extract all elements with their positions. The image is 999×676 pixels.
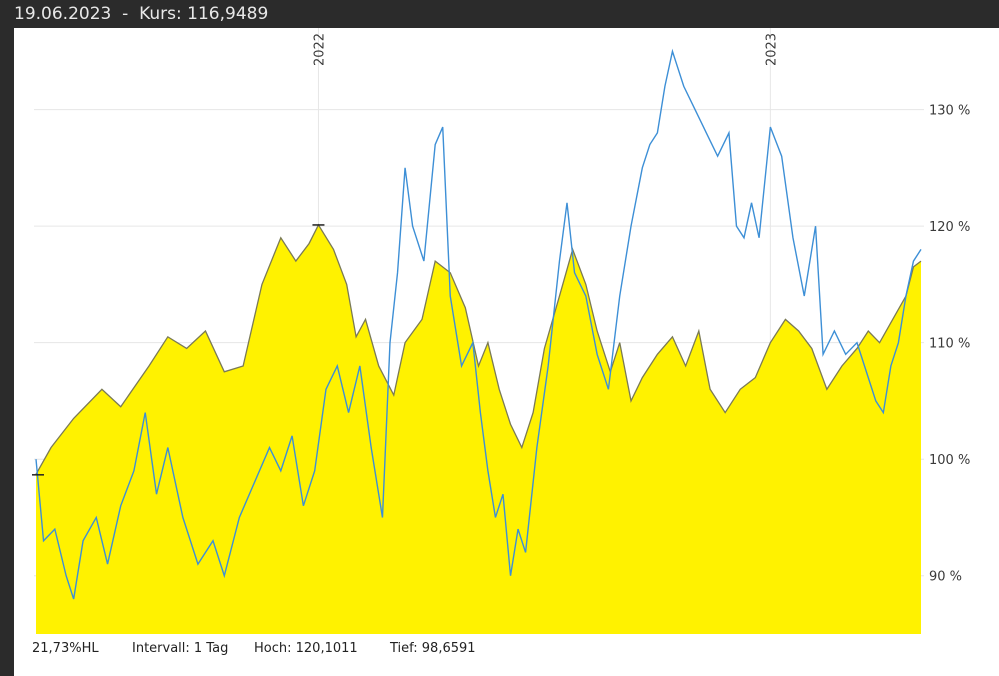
header-bar: 19.06.2023 - Kurs: 116,9489 <box>0 0 999 28</box>
chart-plot[interactable]: 90 % 100 % 110 % 120 % 130 % 2022 2023 <box>14 28 999 636</box>
header-kurs-label: Kurs: <box>139 4 182 24</box>
area-series-layer <box>35 223 922 634</box>
y-tick-label: 100 % <box>929 453 970 468</box>
marker-layer <box>32 224 325 476</box>
y-tick-label: 130 % <box>929 104 970 119</box>
y-tick-label: 120 % <box>929 220 970 235</box>
footer-stats: 21,73%HL Intervall: 1 Tag Hoch: 120,1011… <box>14 638 999 662</box>
year-label: 2022 <box>312 33 327 66</box>
footer-interval: Intervall: 1 Tag <box>132 641 229 656</box>
footer-high: Hoch: 120,1011 <box>254 641 358 656</box>
compare-line <box>35 48 922 600</box>
y-tick-label: 90 % <box>929 570 962 585</box>
footer-range: 21,73%HL <box>32 641 99 656</box>
chart-panel: 90 % 100 % 110 % 120 % 130 % 2022 2023 21,73%H… <box>14 28 999 676</box>
compare-series-layer <box>35 48 922 600</box>
kurs-area-fill <box>36 224 921 634</box>
year-label: 2023 <box>764 33 779 66</box>
kurs-area-line <box>35 223 922 475</box>
header-kurs-value: 116,9489 <box>187 4 269 24</box>
axis-labels: 90 % 100 % 110 % 120 % 130 % 2022 2023 <box>312 33 970 585</box>
y-tick-label: 110 % <box>929 337 970 352</box>
header-separator: - <box>122 4 129 24</box>
header-date: 19.06.2023 <box>14 4 112 24</box>
footer-low: Tief: 98,6591 <box>390 641 476 656</box>
